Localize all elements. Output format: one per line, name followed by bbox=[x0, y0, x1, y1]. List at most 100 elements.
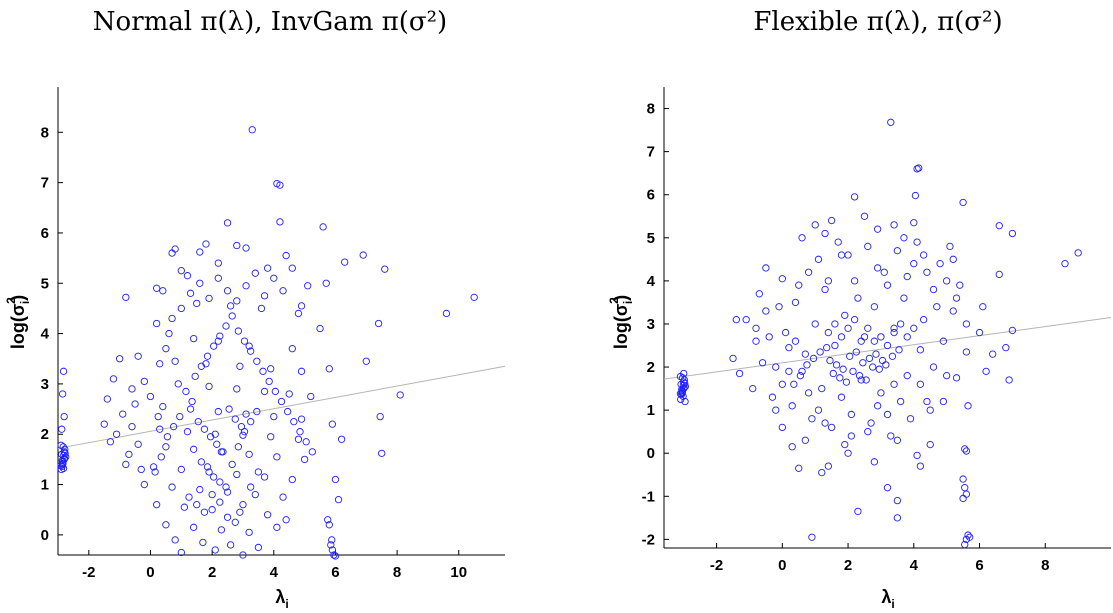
right-data-point bbox=[772, 363, 780, 371]
right-y-tick-label: 3 bbox=[647, 316, 655, 333]
right-data-point bbox=[847, 410, 855, 419]
left-data-point bbox=[277, 397, 286, 406]
left-data-point bbox=[297, 415, 306, 423]
right-y-tick-label: 1 bbox=[647, 402, 655, 419]
left-data-point bbox=[247, 417, 255, 426]
left-data-point bbox=[341, 258, 349, 266]
left-data-point bbox=[156, 425, 164, 433]
right-data-point bbox=[896, 320, 905, 328]
right-data-point bbox=[949, 307, 957, 315]
right-data-point bbox=[877, 389, 885, 397]
left-data-point bbox=[116, 355, 124, 363]
left-data-point bbox=[337, 435, 346, 443]
left-data-point bbox=[288, 345, 296, 353]
right-data-point bbox=[844, 449, 852, 457]
right-data-point bbox=[893, 436, 902, 444]
right-data-point bbox=[869, 363, 877, 371]
right-data-point bbox=[795, 464, 803, 472]
left-data-point bbox=[222, 322, 230, 330]
left-data-point bbox=[324, 516, 332, 524]
right-data-point bbox=[775, 303, 783, 311]
left-data-point bbox=[208, 506, 216, 514]
right-data-point bbox=[982, 367, 990, 376]
left-data-point bbox=[168, 249, 176, 257]
right-data-point bbox=[735, 369, 744, 378]
left-data-point bbox=[197, 458, 205, 466]
right-data-point bbox=[989, 350, 997, 358]
left-data-point bbox=[225, 405, 233, 413]
left-data-point bbox=[171, 536, 179, 544]
left-data-point bbox=[273, 523, 281, 531]
left-data-point bbox=[177, 267, 185, 275]
left-y-tick-label: 0 bbox=[41, 527, 49, 544]
right-data-point bbox=[785, 344, 793, 352]
right-data-point bbox=[832, 361, 841, 369]
right-data-point bbox=[962, 348, 971, 356]
left-data-point bbox=[137, 465, 145, 474]
left-data-point bbox=[374, 319, 383, 328]
right-data-point bbox=[844, 324, 852, 332]
left-data-point bbox=[279, 493, 287, 501]
left-data-point bbox=[186, 405, 195, 413]
left-data-point bbox=[316, 324, 324, 333]
left-data-point bbox=[183, 428, 192, 436]
left-data-point bbox=[185, 493, 193, 501]
left-data-point bbox=[202, 240, 210, 248]
right-data-point bbox=[883, 341, 892, 350]
left-x-tick-label: 8 bbox=[393, 564, 401, 581]
right-data-point bbox=[910, 259, 918, 268]
right-data-point bbox=[873, 264, 882, 272]
right-data-point bbox=[850, 316, 859, 324]
right-data-point bbox=[790, 380, 798, 388]
left-data-point bbox=[240, 337, 249, 345]
left-data-point bbox=[214, 274, 222, 282]
left-data-point bbox=[128, 423, 136, 431]
left-data-point bbox=[208, 490, 216, 499]
right-data-point bbox=[824, 328, 832, 337]
right-data-point bbox=[752, 337, 760, 345]
right-data-point bbox=[877, 333, 885, 341]
right-data-point bbox=[821, 285, 829, 294]
right-y-axis-label-post: ) bbox=[611, 295, 631, 301]
right-data-point bbox=[857, 376, 865, 384]
right-data-point bbox=[913, 165, 921, 173]
right-data-point bbox=[795, 281, 803, 289]
left-data-point bbox=[396, 391, 404, 399]
right-data-point bbox=[837, 251, 846, 259]
right-data-point bbox=[903, 272, 911, 281]
left-data-point bbox=[223, 219, 232, 227]
left-data-point bbox=[290, 417, 298, 426]
right-data-point bbox=[1005, 376, 1013, 384]
right-data-point bbox=[811, 221, 819, 229]
left-data-point bbox=[297, 367, 306, 375]
right-data-point bbox=[995, 270, 1003, 279]
left-data-point bbox=[223, 488, 232, 496]
left-data-point bbox=[156, 360, 164, 368]
right-data-point bbox=[878, 356, 887, 365]
left-data-point bbox=[199, 538, 207, 547]
left-y-tick-label: 5 bbox=[41, 275, 49, 292]
left-data-point bbox=[149, 463, 158, 471]
left-data-point bbox=[206, 433, 215, 441]
right-data-point bbox=[680, 369, 688, 378]
right-data-point bbox=[961, 540, 969, 549]
left-data-point bbox=[267, 365, 275, 373]
right-data-point bbox=[849, 367, 857, 376]
right-data-point bbox=[916, 380, 925, 388]
right-data-point bbox=[959, 494, 967, 503]
right-data-point bbox=[677, 390, 686, 399]
right-data-point bbox=[890, 380, 898, 388]
right-data-point bbox=[933, 303, 941, 311]
right-data-point bbox=[752, 324, 760, 332]
left-data-point bbox=[327, 541, 335, 549]
left-data-point bbox=[122, 293, 130, 301]
right-data-point bbox=[959, 475, 967, 483]
left-data-point bbox=[270, 274, 278, 282]
right-data-point bbox=[839, 365, 847, 373]
right-data-point bbox=[804, 268, 813, 276]
left-data-point bbox=[180, 503, 189, 511]
left-data-point bbox=[211, 546, 219, 554]
right-data-point bbox=[677, 395, 685, 404]
left-data-point bbox=[146, 392, 155, 401]
